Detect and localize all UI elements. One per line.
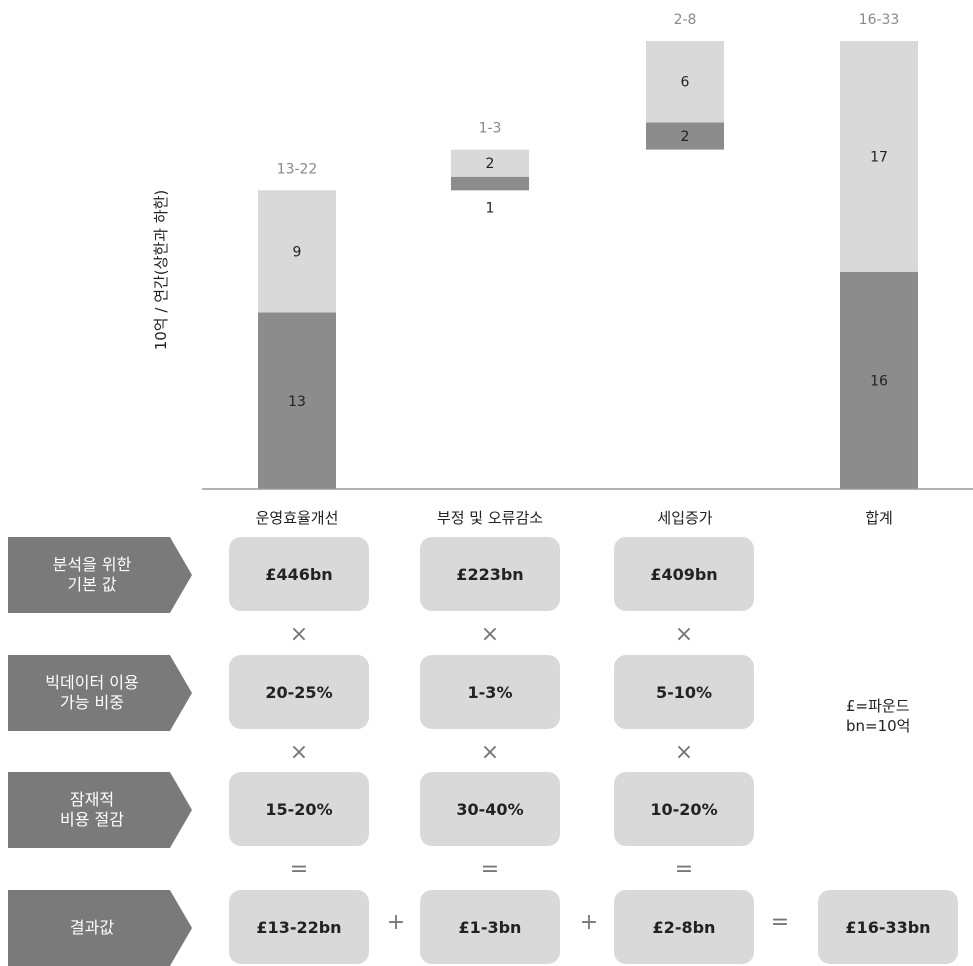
value-box: £223bn [420, 537, 560, 611]
segment-value-label: 16 [870, 373, 888, 389]
row-label-bigdata-share: 빅데이터 이용 가능 비중 [8, 655, 192, 731]
segment-value-label: 2 [486, 156, 495, 172]
category-label: 운영효율개선 [255, 509, 339, 527]
multiply-symbol: × [480, 622, 500, 647]
bar-segment-lower [451, 176, 529, 191]
row-label-result: 결과값 [8, 890, 192, 966]
result-box: £2-8bn [614, 890, 754, 964]
range-label: 13-22 [277, 161, 318, 177]
bar-segment-upper [840, 41, 918, 272]
category-label: 부정 및 오류감소 [436, 509, 544, 527]
unit-note-pound: £=파운드 [846, 697, 910, 715]
value-box: 15-20% [229, 772, 369, 846]
segment-value-label: 13 [288, 394, 306, 410]
range-label: 1-3 [479, 121, 502, 137]
value-box: 30-40% [420, 772, 560, 846]
value-box: 20-25% [229, 655, 369, 729]
equals-symbol: = [674, 857, 694, 882]
total-result-box: £16-33bn [818, 890, 958, 964]
bar-segment-lower [258, 312, 336, 489]
multiply-symbol: × [674, 740, 694, 765]
multiply-symbol: × [289, 740, 309, 765]
equals-symbol: = [770, 910, 790, 935]
segment-value-label: 17 [870, 149, 888, 165]
bar-segment-upper [451, 149, 529, 177]
multiply-symbol: × [674, 622, 694, 647]
multiply-symbol: × [480, 740, 500, 765]
multiply-symbol: × [289, 622, 309, 647]
bar-segment-upper [646, 41, 724, 123]
value-box: £446bn [229, 537, 369, 611]
value-box: £409bn [614, 537, 754, 611]
value-box: 5-10% [614, 655, 754, 729]
category-label: 세입증가 [657, 509, 713, 527]
row-label-base-value: 분석을 위한 기본 값 [8, 537, 192, 613]
segment-value-label: 2 [681, 129, 690, 145]
unit-note: £=파운드 bn=10억 [846, 697, 910, 736]
bar-segment-lower [646, 122, 724, 150]
equals-symbol: = [289, 857, 309, 882]
range-label: 16-33 [859, 12, 900, 28]
plus-symbol: + [579, 910, 599, 935]
range-label: 2-8 [674, 12, 697, 28]
plus-symbol: + [386, 910, 406, 935]
bar-chart: 13 9 13-22 1 2 1-3 2 6 2-8 16 17 16-33 10억 / 연간(상한과… [152, 12, 973, 490]
value-box: 10-20% [614, 772, 754, 846]
y-axis-label: 10억 / 연간(상한과 하한) [152, 190, 170, 351]
result-box: £1-3bn [420, 890, 560, 964]
segment-value-label: 6 [681, 75, 690, 91]
bar-segment-lower [840, 271, 918, 489]
unit-note-bn: bn=10억 [846, 716, 911, 735]
category-label: 합계 [865, 509, 893, 527]
bar-segment-upper [258, 190, 336, 313]
equals-symbol: = [480, 857, 500, 882]
row-label-potential-saving: 잠재적 비용 절감 [8, 772, 192, 848]
segment-value-label: 1 [486, 200, 495, 216]
segment-value-label: 9 [293, 244, 302, 260]
result-box: £13-22bn [229, 890, 369, 964]
value-box: 1-3% [420, 655, 560, 729]
